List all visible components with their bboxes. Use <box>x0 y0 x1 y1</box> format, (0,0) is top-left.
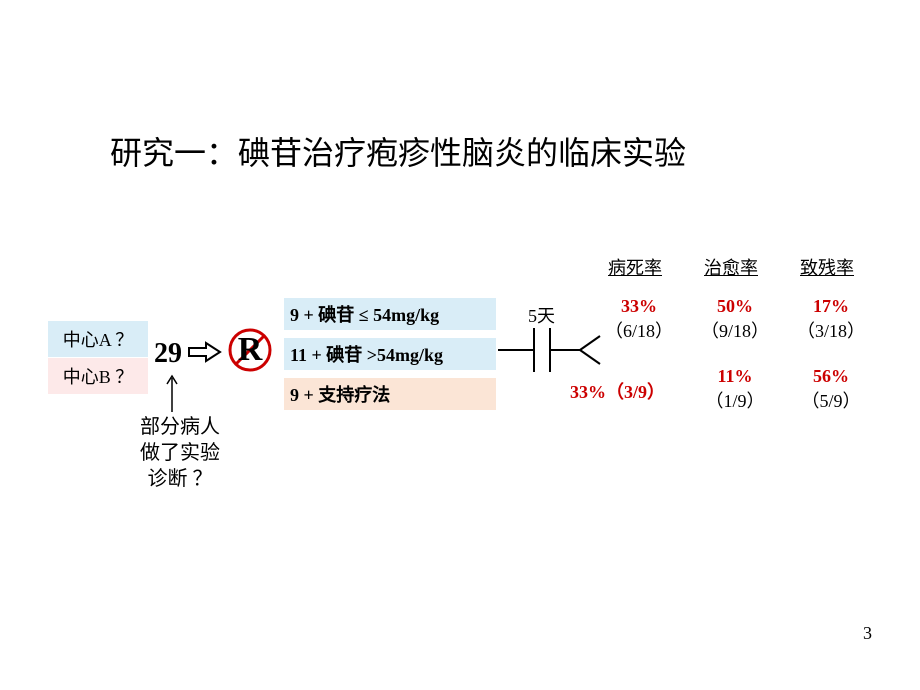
header-cure: 治愈率 <box>704 254 758 280</box>
row1-mortality: 33% （6/18） <box>600 296 678 343</box>
row1-disab-frac: （3/18） <box>792 317 870 343</box>
randomize-letter: R <box>226 326 274 374</box>
arm2-box: 11 + 碘苷 >54mg/kg <box>284 338 496 370</box>
row2-mortality: 33%（3/9） <box>570 378 665 404</box>
arm3-box: 9 + 支持疗法 <box>284 378 496 410</box>
row2-cure-pct: 11% <box>696 366 774 387</box>
row1-disability: 17% （3/18） <box>792 296 870 343</box>
arm2-text: 11 + 碘苷 >54mg/kg <box>290 341 443 367</box>
row1-cure-frac: （9/18） <box>696 317 774 343</box>
row1-mortality-pct: 33% <box>600 296 678 317</box>
total-n: 29 <box>154 338 182 370</box>
row2-disability: 56% （5/9） <box>792 366 870 413</box>
row2-disab-frac: （5/9） <box>792 387 870 413</box>
center-b-box: 中心B ？ <box>48 358 148 394</box>
arrow-icon <box>188 340 222 364</box>
arm3-text: 9 + 支持疗法 <box>290 381 390 407</box>
arm1-text: 9 + 碘苷 ≤ 54mg/kg <box>290 301 439 327</box>
row1-disab-pct: 17% <box>792 296 870 317</box>
center-a-box: 中心A ？ <box>48 321 148 357</box>
annotation-line1: 部分病人 <box>120 414 240 440</box>
header-disability: 致残率 <box>800 254 854 280</box>
row1-cure-pct: 50% <box>696 296 774 317</box>
slide-title: 研究一：碘苷治疗疱疹性脑炎的临床实验 <box>110 128 686 174</box>
row1-cure: 50% （9/18） <box>696 296 774 343</box>
row2-cure-frac: （1/9） <box>696 387 774 413</box>
followup-label: 5天 <box>528 302 555 328</box>
row2-cure: 11% （1/9） <box>696 366 774 413</box>
page-number: 3 <box>863 623 872 644</box>
up-arrow-icon <box>165 372 179 412</box>
annotation-block: 部分病人 做了实验 诊断 ？ <box>120 414 240 492</box>
row1-mortality-frac: （6/18） <box>600 317 678 343</box>
header-mortality: 病死率 <box>608 254 662 280</box>
row2-disab-pct: 56% <box>792 366 870 387</box>
annotation-line3: 诊断 ？ <box>120 466 240 492</box>
annotation-line2: 做了实验 <box>120 440 240 466</box>
randomize-symbol: R <box>226 326 274 374</box>
arm1-box: 9 + 碘苷 ≤ 54mg/kg <box>284 298 496 330</box>
row2-mortality-text: 33%（3/9） <box>570 382 665 402</box>
